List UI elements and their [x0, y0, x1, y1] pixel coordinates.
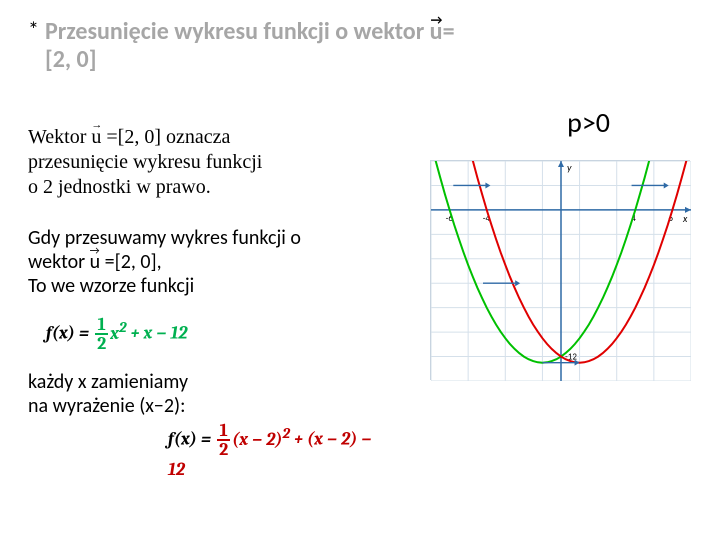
p1-b: =[2, 0] oznacza	[101, 126, 230, 148]
svg-text:y: y	[567, 161, 572, 174]
paragraph-2: Gdy przesuwamy wykres funkcji o wektor →…	[28, 226, 388, 298]
f1-tail: + x − 12	[127, 323, 188, 344]
title-part1: Przesunięcie wykresu funkcji o wektor	[45, 17, 430, 46]
p2-line1: Gdy przesuwamy wykres funkcji o	[28, 226, 301, 250]
p1-line2: przesunięcie wykresu funkcji	[28, 151, 262, 173]
slide-title: Przesunięcie wykresu funkcji o wektor →u…	[45, 18, 465, 73]
paragraph-3: każdy x zamieniamy na wyrażenie (x−2):	[28, 370, 388, 418]
p2-line3: To we wzorze funkcji	[28, 274, 194, 298]
title-vector-u: →u	[430, 18, 443, 46]
formula-shifted: f(x) = 12(x − 2)2 + (x − 2) − 12	[168, 422, 388, 479]
p2-vector-u: →u	[90, 250, 101, 274]
p3-line1: każdy x zamieniamy	[28, 370, 188, 394]
p3-line2: na wyrażenie (x−2):	[28, 394, 185, 418]
formula-original: f(x) = 12x2 + x − 12	[46, 316, 388, 352]
p2-line2a: wektor	[28, 250, 90, 274]
p1-vector-u: →u	[91, 125, 101, 150]
slide-title-row: * Przesunięcie wykresu funkcji o wektor …	[28, 18, 692, 73]
f1-lhs: f(x) =	[46, 323, 93, 344]
f2-lhs: f(x) =	[168, 429, 215, 450]
f1-x: x2	[110, 323, 126, 344]
svg-text:x: x	[682, 212, 688, 225]
p2-line2b: =[2, 0],	[100, 250, 162, 274]
condition-label: p>0	[567, 105, 610, 140]
f2-mid1: (x − 2)2	[232, 429, 290, 450]
p1-line3: o 2 jednostki w prawo.	[28, 176, 211, 198]
p1-a: Wektor	[28, 126, 91, 148]
title-bullet: *	[28, 18, 39, 42]
paragraph-1: Wektor →u =[2, 0] oznacza przesunięcie w…	[28, 125, 388, 200]
parabola-chart: xy-6-446-12	[430, 160, 690, 380]
f2-frac: 12	[217, 422, 230, 458]
f1-frac: 12	[95, 316, 108, 352]
